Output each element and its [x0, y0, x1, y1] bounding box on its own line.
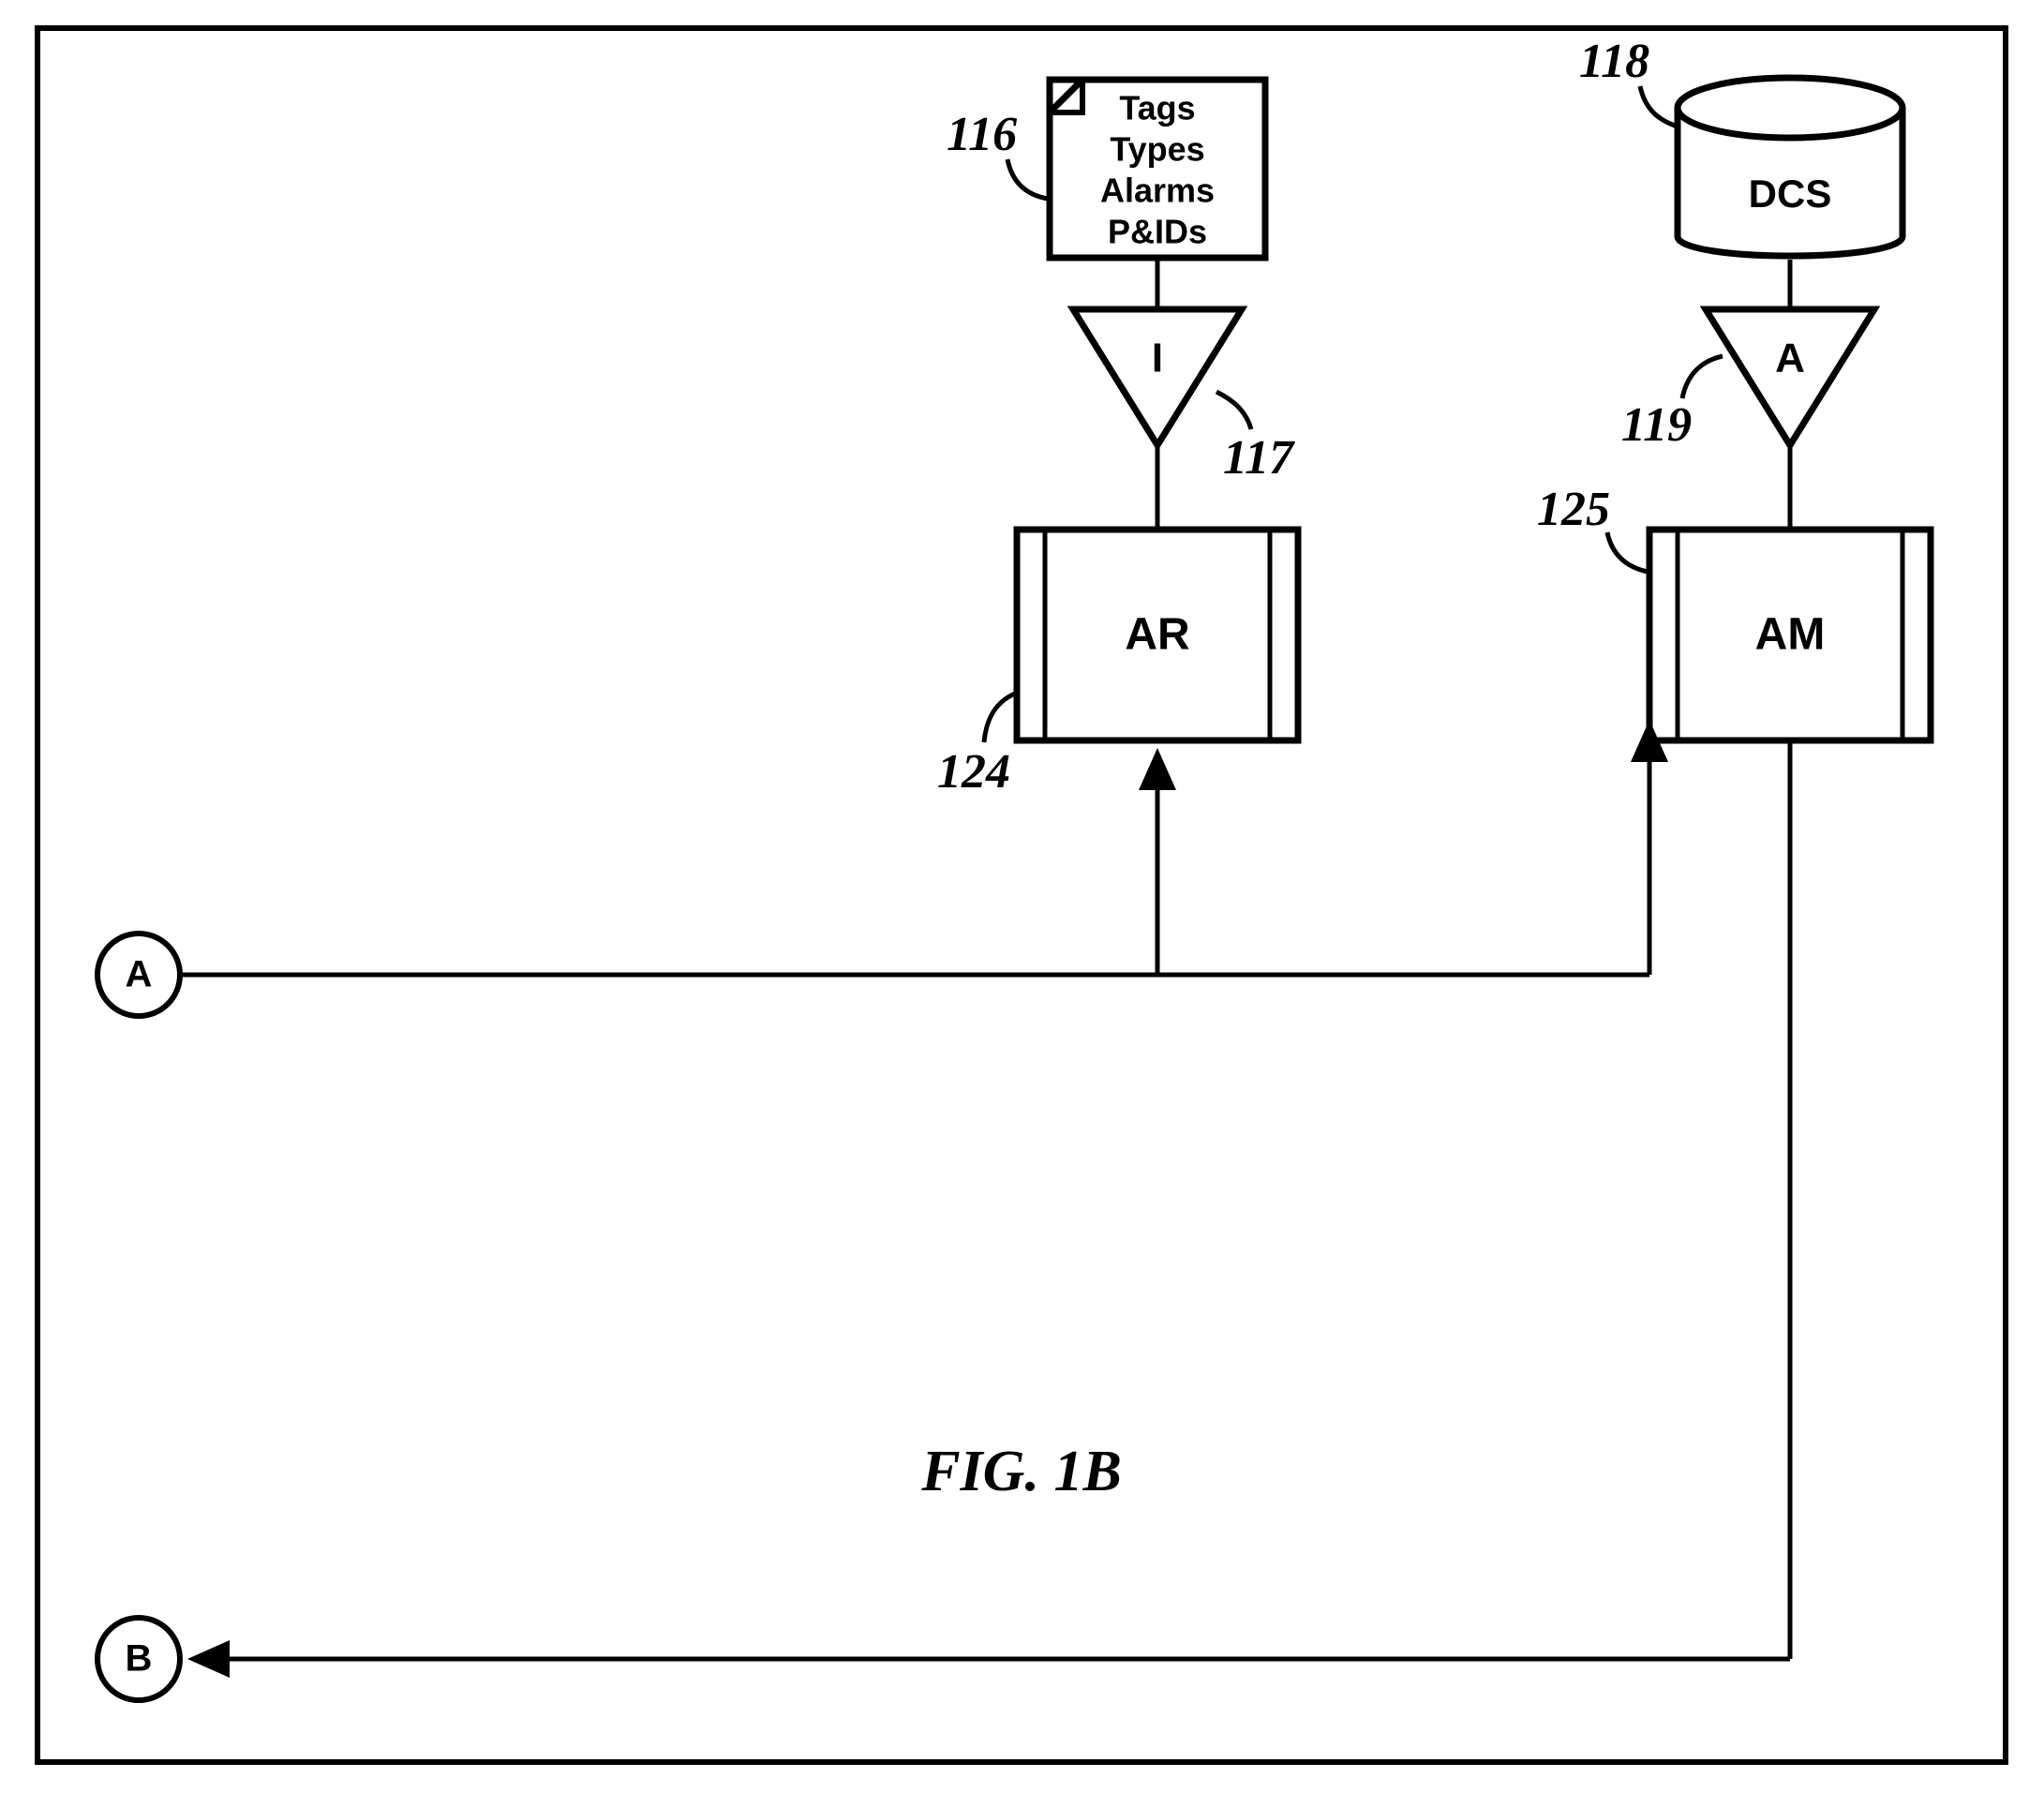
box-AM: AM	[1649, 530, 1931, 740]
dcs-cylinder: DCS	[1678, 78, 1902, 256]
triangle-I: I	[1073, 309, 1242, 445]
tags-box-group: Tags Types Alarms P&IDs	[1050, 80, 1265, 258]
tags-line2: Types	[1110, 130, 1204, 169]
ref-116: 116	[947, 108, 1017, 161]
tri-I-label: I	[1152, 336, 1163, 381]
tags-line3: Alarms	[1100, 172, 1215, 210]
box-AM-label: AM	[1755, 610, 1826, 660]
leader-124	[984, 694, 1015, 742]
tags-line1: Tags	[1119, 89, 1195, 127]
leader-125	[1607, 532, 1648, 572]
connector-A-label: A	[126, 954, 153, 995]
ref-118: 118	[1579, 35, 1649, 88]
diagram-canvas: Tags Types Alarms P&IDs 116 I 117 AR 124…	[0, 0, 2044, 1793]
ref-119: 119	[1621, 398, 1692, 452]
dcs-label: DCS	[1749, 172, 1832, 216]
triangle-A: A	[1706, 309, 1874, 445]
ref-117: 117	[1223, 431, 1295, 485]
connector-A: A	[97, 934, 180, 1016]
connector-B: B	[97, 1618, 180, 1700]
leader-116	[1007, 159, 1048, 199]
ref-124: 124	[937, 745, 1010, 799]
figure-title: FIG. 1B	[920, 1440, 1122, 1503]
connector-B-label: B	[126, 1638, 153, 1680]
box-AR: AR	[1017, 530, 1298, 740]
leader-118	[1640, 86, 1678, 127]
tri-A-label: A	[1775, 336, 1805, 381]
ref-125: 125	[1537, 483, 1610, 536]
tags-line4: P&IDs	[1108, 213, 1207, 251]
box-AR-label: AR	[1125, 610, 1189, 660]
leader-119	[1682, 356, 1723, 398]
leader-117	[1216, 392, 1251, 429]
